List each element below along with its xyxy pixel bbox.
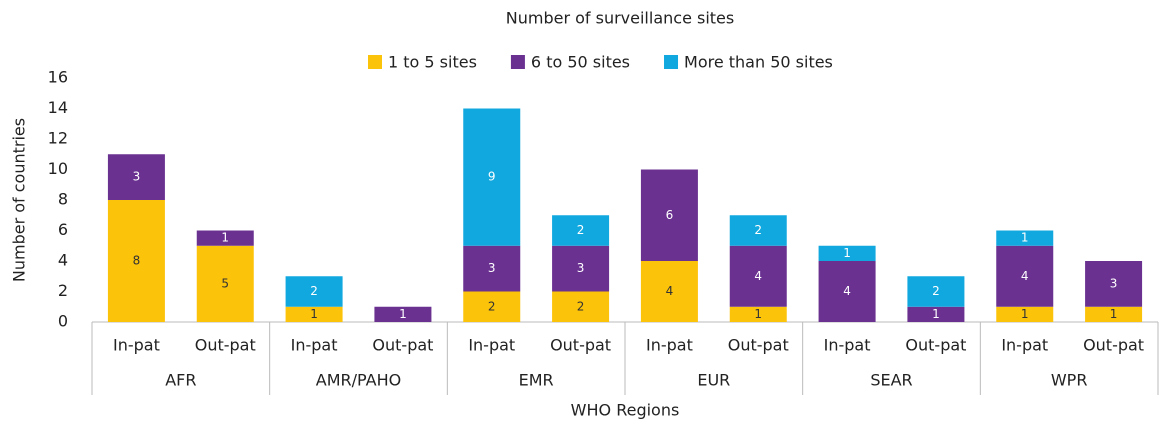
data-label: 1 <box>310 307 318 321</box>
data-label: 2 <box>577 299 585 313</box>
data-label: 9 <box>488 170 496 184</box>
bar-segment <box>463 245 521 292</box>
y-axis-label: Number of countries <box>10 118 29 282</box>
y-tick-label: 10 <box>48 159 68 178</box>
data-label: 6 <box>666 208 674 222</box>
data-label: 1 <box>1021 231 1029 245</box>
data-label: 4 <box>666 284 674 298</box>
data-label: 2 <box>754 223 762 237</box>
data-label: 2 <box>932 284 940 298</box>
bar-segment <box>107 200 165 322</box>
group-label: SEAR <box>870 371 912 390</box>
x-tick-label: In-pat <box>824 336 871 355</box>
bar-segment <box>640 169 698 261</box>
x-tick-label: In-pat <box>1001 336 1048 355</box>
legend-swatch <box>664 55 679 69</box>
data-label: 1 <box>754 307 762 321</box>
legend-label: 1 to 5 sites <box>388 53 477 72</box>
chart-title: Number of surveillance sites <box>506 9 734 28</box>
group-label: EMR <box>519 371 554 390</box>
y-tick-label: 16 <box>48 68 68 87</box>
bar-segment <box>907 276 965 307</box>
bar-segment <box>1085 306 1143 322</box>
bar-segment <box>996 306 1054 322</box>
x-tick-label: Out-pat <box>728 336 789 355</box>
bar-segment <box>907 306 965 322</box>
bar-segment <box>729 245 787 307</box>
data-label: 8 <box>133 254 141 268</box>
data-label: 1 <box>399 307 407 321</box>
x-tick-label: In-pat <box>468 336 515 355</box>
x-tick-label: Out-pat <box>905 336 966 355</box>
y-tick-label: 4 <box>58 251 68 270</box>
data-label: 3 <box>488 261 496 275</box>
data-label: 1 <box>1110 307 1118 321</box>
bar-segment <box>818 261 876 322</box>
data-label: 3 <box>1110 276 1118 290</box>
data-label: 3 <box>133 170 141 184</box>
bar-segment <box>729 306 787 322</box>
bar-segment <box>552 215 610 246</box>
y-tick-label: 14 <box>48 98 68 117</box>
data-label: 3 <box>577 261 585 275</box>
x-tick-label: Out-pat <box>195 336 256 355</box>
data-label: 1 <box>221 231 229 245</box>
y-tick-label: 12 <box>48 129 68 148</box>
x-tick-label: Out-pat <box>372 336 433 355</box>
data-label: 4 <box>1021 269 1029 283</box>
y-tick-label: 8 <box>58 190 68 209</box>
legend-swatch <box>510 55 525 69</box>
x-axis-label: WHO Regions <box>571 401 680 420</box>
y-tick-label: 2 <box>58 281 68 300</box>
group-label: EUR <box>697 371 730 390</box>
bar-segment <box>640 261 698 322</box>
legend-swatch <box>368 55 382 69</box>
bar-segment <box>285 276 343 307</box>
x-tick-label: In-pat <box>646 336 693 355</box>
x-tick-label: Out-pat <box>550 336 611 355</box>
bar-segment <box>196 230 254 246</box>
legend-label: More than 50 sites <box>684 53 833 72</box>
bar-segment <box>996 230 1054 246</box>
bar-segment <box>463 291 521 322</box>
x-tick-label: In-pat <box>291 336 338 355</box>
data-label: 4 <box>843 284 851 298</box>
bar-segment <box>1085 261 1143 307</box>
group-label: AFR <box>165 371 196 390</box>
data-label: 5 <box>221 276 229 290</box>
data-label: 1 <box>932 307 940 321</box>
data-label: 4 <box>754 269 762 283</box>
data-label: 1 <box>843 246 851 260</box>
data-label: 2 <box>577 223 585 237</box>
bar-segment <box>463 108 521 246</box>
data-label: 2 <box>488 299 496 313</box>
data-label: 2 <box>310 284 318 298</box>
bar-segment <box>285 306 343 322</box>
data-label: 1 <box>1021 307 1029 321</box>
group-label: WPR <box>1051 371 1088 390</box>
group-label: AMR/PAHO <box>316 371 401 390</box>
y-tick-label: 0 <box>58 312 68 331</box>
x-tick-label: In-pat <box>113 336 160 355</box>
bar-segment <box>552 245 610 292</box>
legend-label: 6 to 50 sites <box>531 53 630 72</box>
x-tick-label: Out-pat <box>1083 336 1144 355</box>
y-tick-label: 6 <box>58 220 68 239</box>
bar-segment <box>107 154 165 200</box>
bar-segment <box>552 291 610 322</box>
bar-segment <box>996 245 1054 307</box>
bar-segment <box>196 245 254 322</box>
bar-segment <box>729 215 787 246</box>
bar-segment <box>818 245 876 261</box>
bar-segment <box>374 306 432 322</box>
